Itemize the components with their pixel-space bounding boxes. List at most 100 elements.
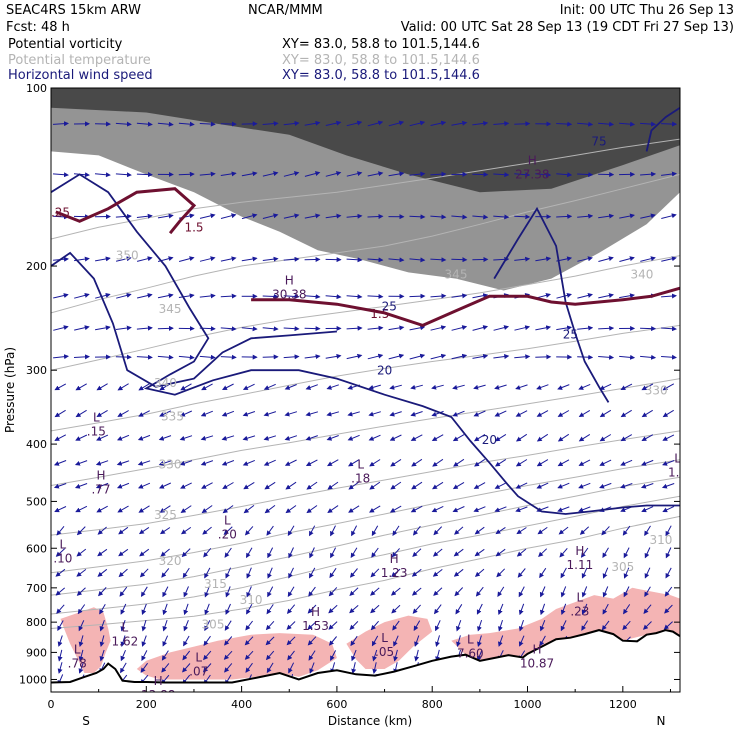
extremum-value-7: 1.23: [381, 566, 408, 580]
wind-vector-153: [115, 325, 132, 331]
wind-vector-319: [453, 458, 465, 467]
pv-contour-1: [251, 286, 680, 328]
x-axis-label: Distance (km): [328, 714, 412, 728]
wind-vector-458: [225, 567, 232, 579]
wind-vector-294: [557, 433, 570, 442]
wind-vector-134: [346, 294, 363, 300]
theta-contour-330: [51, 378, 680, 486]
wind-vector-242: [96, 409, 108, 418]
wind-vector-287: [410, 434, 423, 441]
wind-vector-317: [411, 458, 423, 467]
wind-vector-372: [306, 505, 318, 514]
wind-vector-460: [267, 567, 273, 579]
wind-vector-42: [304, 171, 321, 177]
wind-vector-385: [578, 506, 591, 513]
wind-vector-154: [136, 325, 153, 331]
south-label: S: [82, 714, 90, 728]
wind-vector-286: [389, 434, 402, 441]
extremum-value-14: 7.60: [457, 647, 484, 661]
wind-vector-344: [348, 481, 360, 490]
wind-vector-234: [557, 384, 570, 390]
extremum-kind-3: H: [96, 469, 105, 483]
wind-vector-590: [477, 635, 482, 647]
extremum-kind-9: H: [311, 605, 320, 619]
wind-vector-413: [537, 526, 548, 535]
wind-vector-338: [222, 482, 234, 489]
wind-vector-368: [222, 505, 234, 514]
wind-vector-559: [456, 620, 462, 632]
wind-vector-333: [116, 482, 130, 489]
wind-vector-140: [472, 293, 489, 299]
wind-vector-366: [180, 505, 192, 513]
wind-vector-24: [556, 121, 573, 127]
wind-vector-146: [598, 293, 614, 299]
wind-vector-542: [99, 620, 105, 632]
wind-vector-33: [115, 172, 132, 178]
y-tick-label-800: 800: [26, 616, 47, 629]
wind-vector-436: [391, 548, 400, 558]
extremum-value-10: 1.62: [112, 635, 139, 649]
wind-vector-272: [96, 434, 109, 441]
wind-vector-281: [284, 435, 298, 441]
wind-vector-484: [140, 586, 148, 598]
wind-vector-548: [224, 620, 232, 631]
wind-vector-371: [285, 505, 297, 514]
wind-vector-379: [452, 506, 465, 513]
wind-vector-305: [158, 460, 172, 466]
wind-vector-639: [245, 662, 253, 673]
wind-vector-310: [263, 459, 276, 466]
wind-vector-30: [52, 172, 69, 178]
wind-vector-236: [599, 383, 612, 390]
wind-vector-250: [263, 411, 277, 417]
wind-vector-411: [495, 526, 506, 535]
wind-vector-22: [514, 121, 531, 127]
wind-vector-405: [371, 525, 379, 537]
wind-vector-165: [367, 325, 384, 331]
wind-vector-569: [663, 621, 673, 630]
wind-vector-393: [118, 526, 129, 535]
model-name: SEAC4RS 15km ARW: [6, 3, 141, 18]
terrain-mask: [51, 630, 680, 692]
wind-vector-98: [220, 256, 237, 262]
wind-vector-175: [577, 325, 594, 331]
wind-vector-637: [202, 663, 212, 673]
wind-vector-445: [580, 547, 589, 558]
y-tick-label-1000: 1000: [19, 673, 47, 686]
wind-vector-515: [162, 603, 168, 616]
extremum-value-17: 13.88: [141, 688, 175, 702]
wind-vector-442: [516, 548, 527, 557]
wind-vector-199: [451, 353, 468, 360]
theta-contour-305: [51, 515, 680, 629]
wind-vector-346: [390, 481, 402, 490]
wind-vector-220: [263, 383, 276, 390]
wind-vector-491: [287, 586, 295, 598]
wind-vector-209: [661, 354, 677, 360]
wind-vector-291: [494, 433, 507, 442]
wind-vector-231: [494, 384, 507, 390]
wind-vector-123: [116, 292, 132, 299]
wind-vector-546: [183, 620, 189, 632]
wind-vector-492: [308, 586, 316, 597]
wind-vector-455: [161, 568, 170, 578]
wind-vector-562: [518, 619, 524, 632]
wind-vector-150: [53, 325, 69, 331]
wind-vector-328: [641, 459, 654, 466]
wind-vector-425: [160, 548, 170, 557]
wind-vector-507: [623, 586, 630, 598]
wind-vector-517: [204, 603, 210, 616]
wind-vector-575: [162, 635, 169, 647]
wind-vector-166: [388, 325, 405, 331]
wind-vector-276: [179, 435, 193, 441]
wind-vector-241: [75, 409, 87, 418]
wind-vector-474: [560, 567, 567, 579]
field-xy-pv: XY= 83.0, 58.8 to 101.5,144.6: [282, 37, 480, 52]
north-label: N: [657, 714, 666, 728]
wind-vector-118: [640, 256, 656, 262]
contour-label-11: 335: [161, 410, 184, 424]
wind-vector-403: [330, 525, 336, 537]
wind-vector-638: [224, 663, 233, 673]
wind-vector-87: [619, 213, 635, 219]
source: NCAR/MMM: [248, 3, 323, 18]
wind-vector-221: [284, 384, 297, 390]
wind-vector-443: [538, 548, 548, 557]
